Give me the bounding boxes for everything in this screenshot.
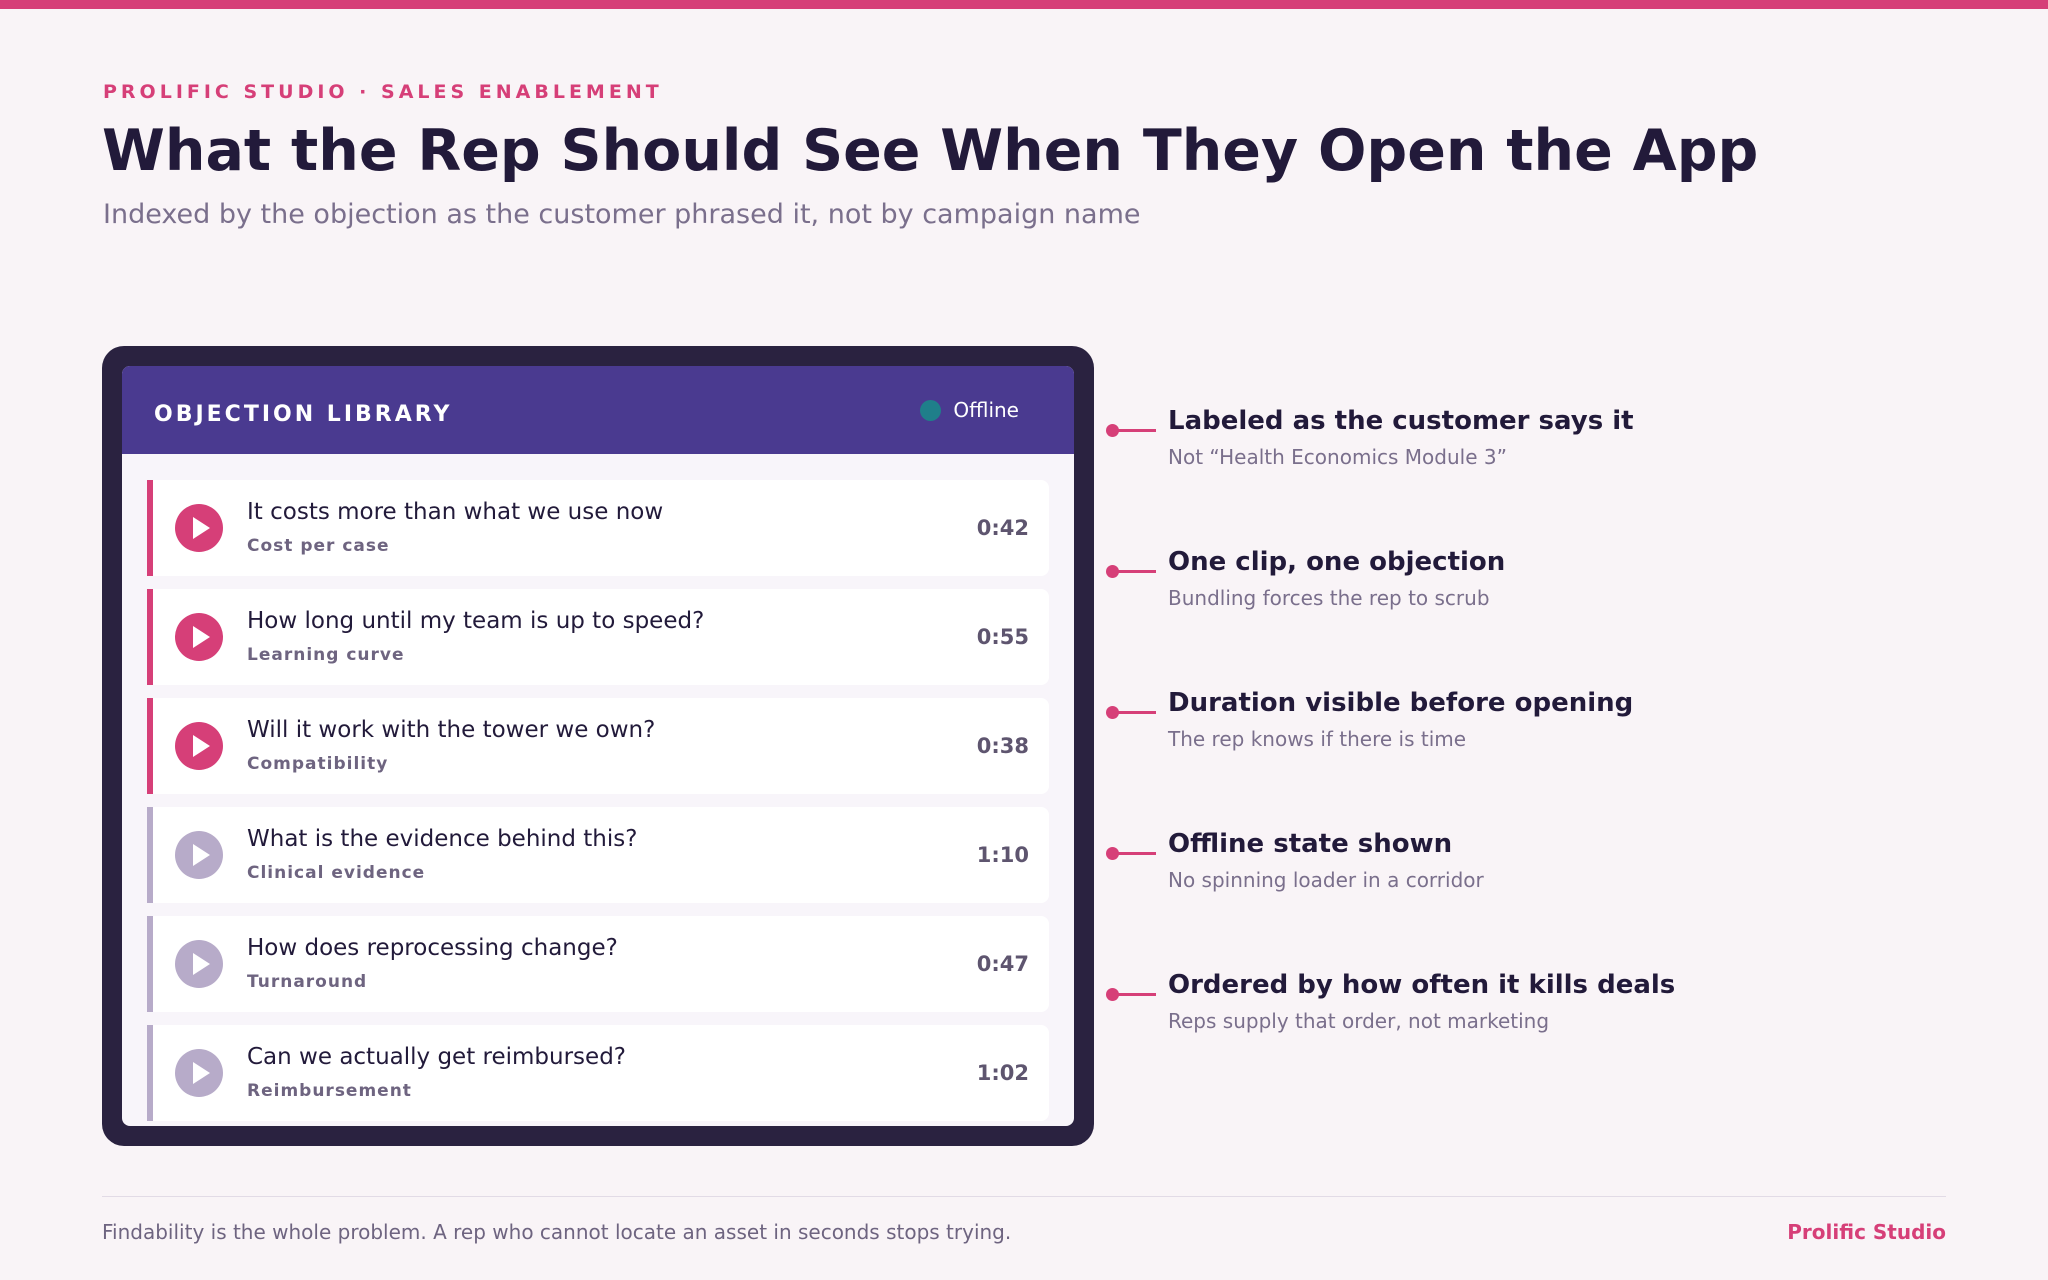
annotation-subtext: The rep knows if there is time — [1168, 727, 1467, 751]
page-title: What the Rep Should See When They Open t… — [102, 118, 1759, 184]
accent-bar — [147, 480, 153, 576]
objection-question: What is the evidence behind this? — [247, 826, 638, 852]
annotation: Offline state shown No spinning loader i… — [1106, 829, 1806, 899]
annotation-heading: Labeled as the customer says it — [1168, 406, 1634, 436]
list-item[interactable]: Can we actually get reimbursed? Reimburs… — [147, 1025, 1049, 1121]
play-icon[interactable] — [175, 831, 223, 879]
objection-tag: Compatibility — [247, 754, 389, 774]
play-icon[interactable] — [175, 940, 223, 988]
objection-tag: Learning curve — [247, 645, 405, 665]
connector-dot-icon — [1106, 988, 1119, 1001]
list-item[interactable]: It costs more than what we use now Cost … — [147, 480, 1049, 576]
page-subtitle: Indexed by the objection as the customer… — [103, 199, 1141, 230]
play-icon[interactable] — [175, 613, 223, 661]
app-screen: OBJECTION LIBRARY Offline It costs more … — [122, 366, 1074, 1126]
play-icon[interactable] — [175, 722, 223, 770]
footer-brand: Prolific Studio — [1787, 1220, 1946, 1244]
connector-line — [1114, 711, 1156, 714]
connector-line — [1114, 570, 1156, 573]
connector-line — [1114, 852, 1156, 855]
accent-bar — [147, 807, 153, 903]
objection-list: It costs more than what we use now Cost … — [147, 480, 1049, 1126]
annotation-heading: Ordered by how often it kills deals — [1168, 970, 1676, 1000]
connector-dot-icon — [1106, 706, 1119, 719]
objection-question: How does reprocessing change? — [247, 935, 618, 961]
eyebrow: PROLIFIC STUDIO · SALES ENABLEMENT — [103, 81, 663, 103]
clip-duration: 0:38 — [976, 734, 1029, 758]
annotation-heading: Offline state shown — [1168, 829, 1453, 859]
app-header: OBJECTION LIBRARY Offline — [122, 366, 1074, 454]
list-item[interactable]: What is the evidence behind this? Clinic… — [147, 807, 1049, 903]
top-accent-bar — [0, 0, 2048, 9]
objection-tag: Clinical evidence — [247, 863, 426, 883]
annotation-subtext: No spinning loader in a corridor — [1168, 868, 1484, 892]
annotation: Duration visible before opening The rep … — [1106, 688, 1806, 758]
list-item[interactable]: How long until my team is up to speed? L… — [147, 589, 1049, 685]
tablet-mockup: OBJECTION LIBRARY Offline It costs more … — [102, 346, 1094, 1146]
annotation-subtext: Not “Health Economics Module 3” — [1168, 445, 1507, 469]
objection-question: How long until my team is up to speed? — [247, 608, 705, 634]
annotation-heading: Duration visible before opening — [1168, 688, 1634, 718]
clip-duration: 1:02 — [976, 1061, 1029, 1085]
list-item[interactable]: How does reprocessing change? Turnaround… — [147, 916, 1049, 1012]
accent-bar — [147, 698, 153, 794]
offline-status: Offline — [920, 398, 1019, 422]
list-item[interactable]: Will it work with the tower we own? Comp… — [147, 698, 1049, 794]
connector-dot-icon — [1106, 847, 1119, 860]
footer-divider — [102, 1196, 1946, 1197]
annotation-heading: One clip, one objection — [1168, 547, 1506, 577]
accent-bar — [147, 589, 153, 685]
objection-tag: Reimbursement — [247, 1081, 412, 1101]
annotation: One clip, one objection Bundling forces … — [1106, 547, 1806, 617]
objection-tag: Turnaround — [247, 972, 368, 992]
clip-duration: 0:47 — [976, 952, 1029, 976]
annotation-subtext: Bundling forces the rep to scrub — [1168, 586, 1490, 610]
clip-duration: 0:55 — [976, 625, 1029, 649]
status-dot-icon — [920, 399, 942, 421]
clip-duration: 1:10 — [976, 843, 1029, 867]
annotation: Labeled as the customer says it Not “Hea… — [1106, 406, 1806, 476]
footer-note: Findability is the whole problem. A rep … — [102, 1220, 1012, 1244]
objection-tag: Cost per case — [247, 536, 390, 556]
play-icon[interactable] — [175, 504, 223, 552]
play-icon[interactable] — [175, 1049, 223, 1097]
accent-bar — [147, 916, 153, 1012]
annotation: Ordered by how often it kills deals Reps… — [1106, 970, 1806, 1040]
accent-bar — [147, 1025, 153, 1121]
status-label: Offline — [953, 398, 1019, 422]
annotation-subtext: Reps supply that order, not marketing — [1168, 1009, 1550, 1033]
connector-dot-icon — [1106, 565, 1119, 578]
objection-question: It costs more than what we use now — [247, 499, 664, 525]
objection-question: Will it work with the tower we own? — [247, 717, 656, 743]
connector-line — [1114, 429, 1156, 432]
app-title: OBJECTION LIBRARY — [154, 402, 453, 427]
objection-question: Can we actually get reimbursed? — [247, 1044, 626, 1070]
connector-line — [1114, 993, 1156, 996]
clip-duration: 0:42 — [976, 516, 1029, 540]
connector-dot-icon — [1106, 424, 1119, 437]
